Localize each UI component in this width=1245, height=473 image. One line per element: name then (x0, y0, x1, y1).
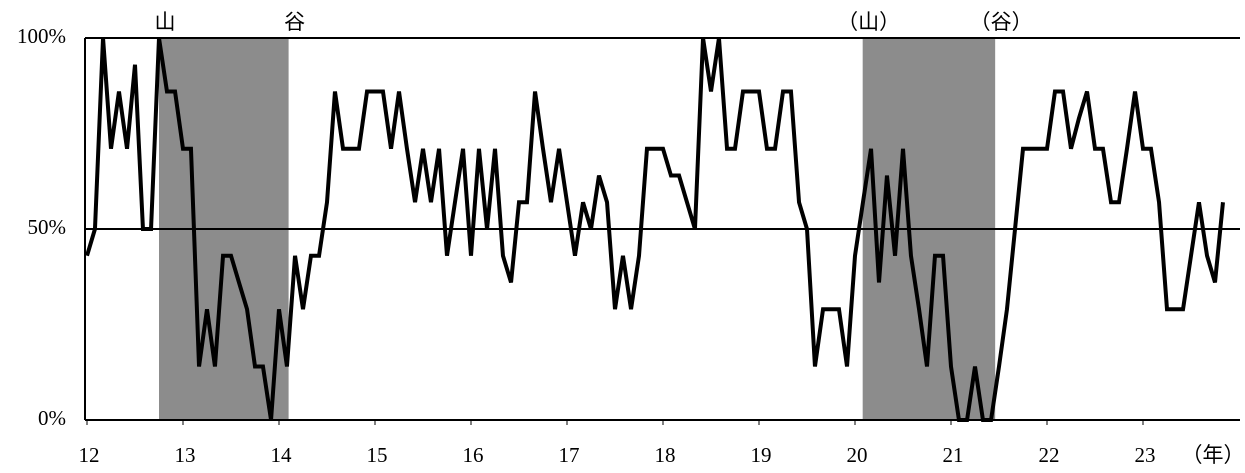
x-tick-label: 14 (271, 443, 293, 467)
x-tick-label: 22 (1039, 443, 1060, 467)
data-line (85, 37, 1225, 422)
y-tick-label: 100% (17, 24, 66, 48)
y-tick-label: 0% (38, 406, 66, 430)
x-tick-label: 12 (79, 443, 100, 467)
x-tick-label: 23 (1135, 443, 1156, 467)
x-tick-label: 16 (463, 443, 484, 467)
x-tick-label: 21 (943, 443, 964, 467)
x-tick-label: 13 (175, 443, 196, 467)
x-tick-label: 18 (655, 443, 676, 467)
region-end-label: （谷） (970, 10, 1033, 34)
x-tick-label: 15 (367, 443, 388, 467)
region-end-label: 谷 (284, 10, 305, 34)
x-axis-label: （年） (1182, 443, 1245, 467)
region-start-label: 山 (155, 10, 176, 34)
x-tick-label: 20 (847, 443, 868, 467)
x-tick-label: 17 (559, 443, 580, 467)
x-tick-label: 19 (751, 443, 772, 467)
y-tick-label: 50% (28, 215, 67, 239)
region-start-label: （山） (837, 10, 900, 34)
